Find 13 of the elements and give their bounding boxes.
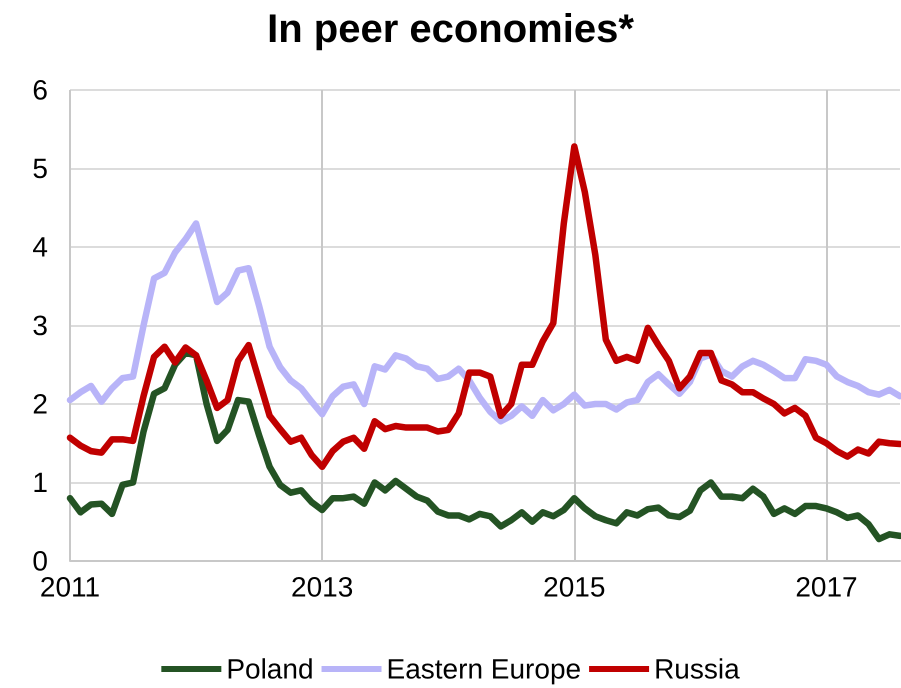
chart-title: In peer economies* [267,7,634,51]
legend-label: Poland [226,654,314,684]
y-tick-label: 2 [32,388,48,420]
legend-label: Russia [654,654,740,684]
x-tick-label: 2017 [795,572,858,602]
y-tick-label: 5 [32,153,48,184]
y-tick-label: 4 [32,232,48,262]
y-tick-label: 3 [32,310,48,341]
x-tick-label: 2013 [291,572,354,602]
y-tick-label: 1 [32,467,48,498]
y-tick-label: 6 [32,74,48,106]
legend-label: Eastern Europe [386,654,582,684]
x-tick-label: 2015 [543,572,606,602]
